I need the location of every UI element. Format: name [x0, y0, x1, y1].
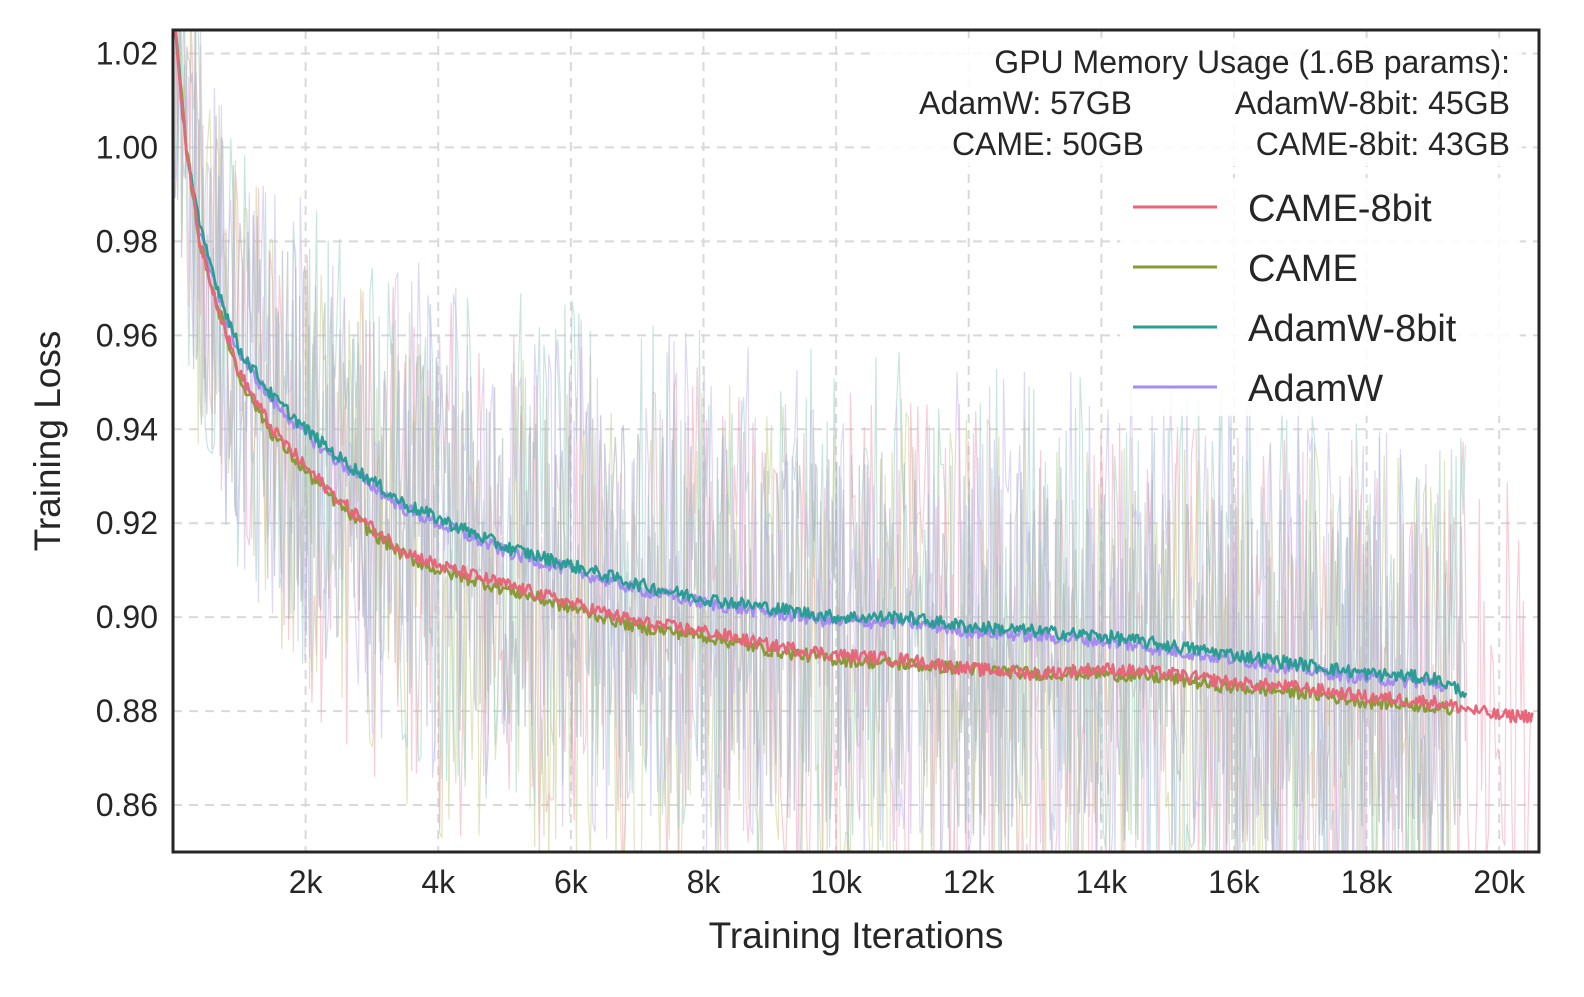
y-tick-label: 0.98: [96, 223, 158, 259]
legend-item-adamw-8bit: AdamW-8bit: [1133, 308, 1457, 350]
x-tick-label: 8k: [687, 864, 722, 900]
y-tick-label: 0.90: [96, 599, 158, 635]
x-tick-label: 10k: [810, 864, 863, 900]
legend: CAME-8bit CAME AdamW-8bit AdamW: [1120, 178, 1520, 416]
y-tick-label: 0.96: [96, 317, 158, 353]
y-axis-ticks: 0.86 0.88 0.90 0.92 0.94 0.96 0.98 1.00 1.02: [96, 35, 158, 823]
y-tick-label: 0.86: [96, 787, 158, 823]
y-tick-label: 0.92: [96, 505, 158, 541]
gpu-memory-annotation: GPU Memory Usage (1.6B params): AdamW: 5…: [872, 38, 1522, 166]
y-tick-label: 0.94: [96, 411, 158, 447]
y-tick-label: 1.00: [96, 129, 158, 165]
legend-label-adamw-8bit: AdamW-8bit: [1248, 308, 1457, 350]
series-line-adamw-8bit: [174, 30, 1468, 699]
y-tick-label: 0.88: [96, 693, 158, 729]
annotation-row1-left: AdamW: 57GB: [919, 85, 1132, 121]
x-tick-label: 20k: [1473, 864, 1526, 900]
annotation-row1-right: AdamW-8bit: 45GB: [1235, 85, 1510, 121]
legend-item-adamw: AdamW: [1133, 368, 1383, 410]
annotation-title: GPU Memory Usage (1.6B params):: [994, 44, 1510, 80]
x-axis-ticks: 2k 4k 6k 8k 10k 12k 14k 16k 18k 20k: [289, 864, 1526, 900]
legend-background: [1120, 178, 1520, 416]
x-tick-label: 6k: [554, 864, 589, 900]
series-lines: [174, 30, 1534, 724]
legend-label-came-8bit: CAME-8bit: [1248, 188, 1432, 230]
legend-item-came: CAME: [1133, 248, 1358, 290]
x-tick-label: 16k: [1208, 864, 1261, 900]
legend-label-came: CAME: [1248, 248, 1358, 290]
annotation-row2-right: CAME-8bit: 43GB: [1256, 126, 1510, 162]
noise-band-overlap: [174, 30, 1467, 852]
x-tick-label: 14k: [1076, 864, 1129, 900]
y-tick-label: 1.02: [96, 35, 158, 71]
plot-frame: [171, 28, 1541, 854]
series-line-came-8bit: [174, 30, 1534, 724]
y-axis-label: Training Loss: [27, 331, 68, 552]
x-tick-label: 18k: [1341, 864, 1394, 900]
annotation-row2-left: CAME: 50GB: [952, 126, 1144, 162]
annotation-background: [872, 38, 1522, 166]
x-tick-label: 12k: [943, 864, 996, 900]
legend-item-came-8bit: CAME-8bit: [1133, 188, 1432, 230]
x-tick-label: 4k: [421, 864, 456, 900]
x-tick-label: 2k: [289, 864, 324, 900]
x-axis-label: Training Iterations: [709, 915, 1004, 956]
legend-label-adamw: AdamW: [1248, 368, 1383, 410]
